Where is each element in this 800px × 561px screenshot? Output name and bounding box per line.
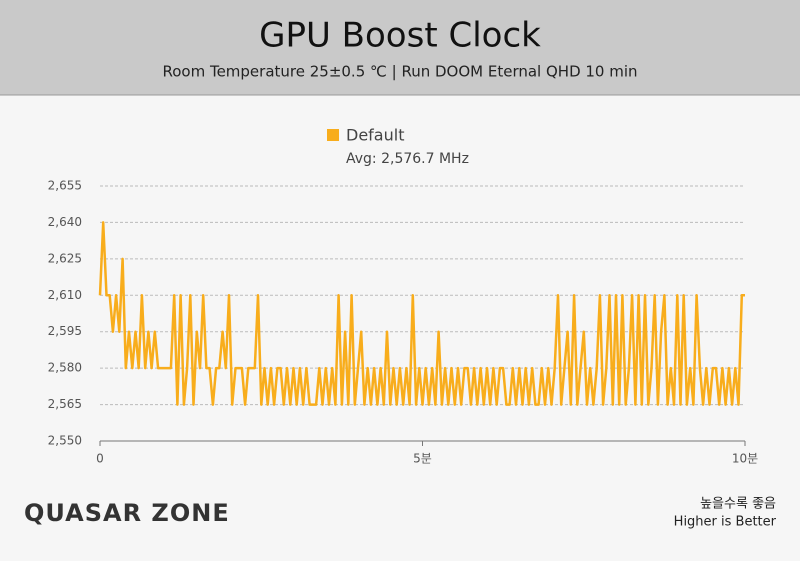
footer-korean: 높을수록 좋음	[700, 497, 776, 512]
y-tick-label: 2,610	[48, 288, 82, 302]
y-tick-label: 2,625	[48, 251, 82, 265]
y-tick-label: 2,580	[48, 361, 82, 375]
x-tick-label: 0	[96, 452, 104, 466]
legend-label: Default	[346, 126, 404, 145]
y-tick-label: 2,595	[48, 324, 82, 338]
logo: QUASAR ZONE	[24, 499, 230, 527]
header	[0, 0, 800, 95]
annotation: Avg: 2,576.7 MHz	[346, 151, 469, 167]
data-line	[98, 221, 745, 406]
legend-swatch	[327, 129, 339, 141]
y-tick-label: 2,565	[48, 397, 82, 411]
chart-title: GPU Boost Clock	[259, 16, 541, 56]
x-tick-label: 5분	[413, 452, 432, 466]
y-tick-label: 2,655	[48, 179, 82, 193]
y-tick-label: 2,550	[48, 434, 82, 448]
x-tick-label: 10분	[732, 452, 758, 466]
chart-subtitle: Room Temperature 25±0.5 ℃ | Run DOOM Ete…	[162, 63, 637, 81]
footer: Higher is Better	[674, 515, 777, 530]
y-tick-label: 2,640	[48, 215, 82, 229]
